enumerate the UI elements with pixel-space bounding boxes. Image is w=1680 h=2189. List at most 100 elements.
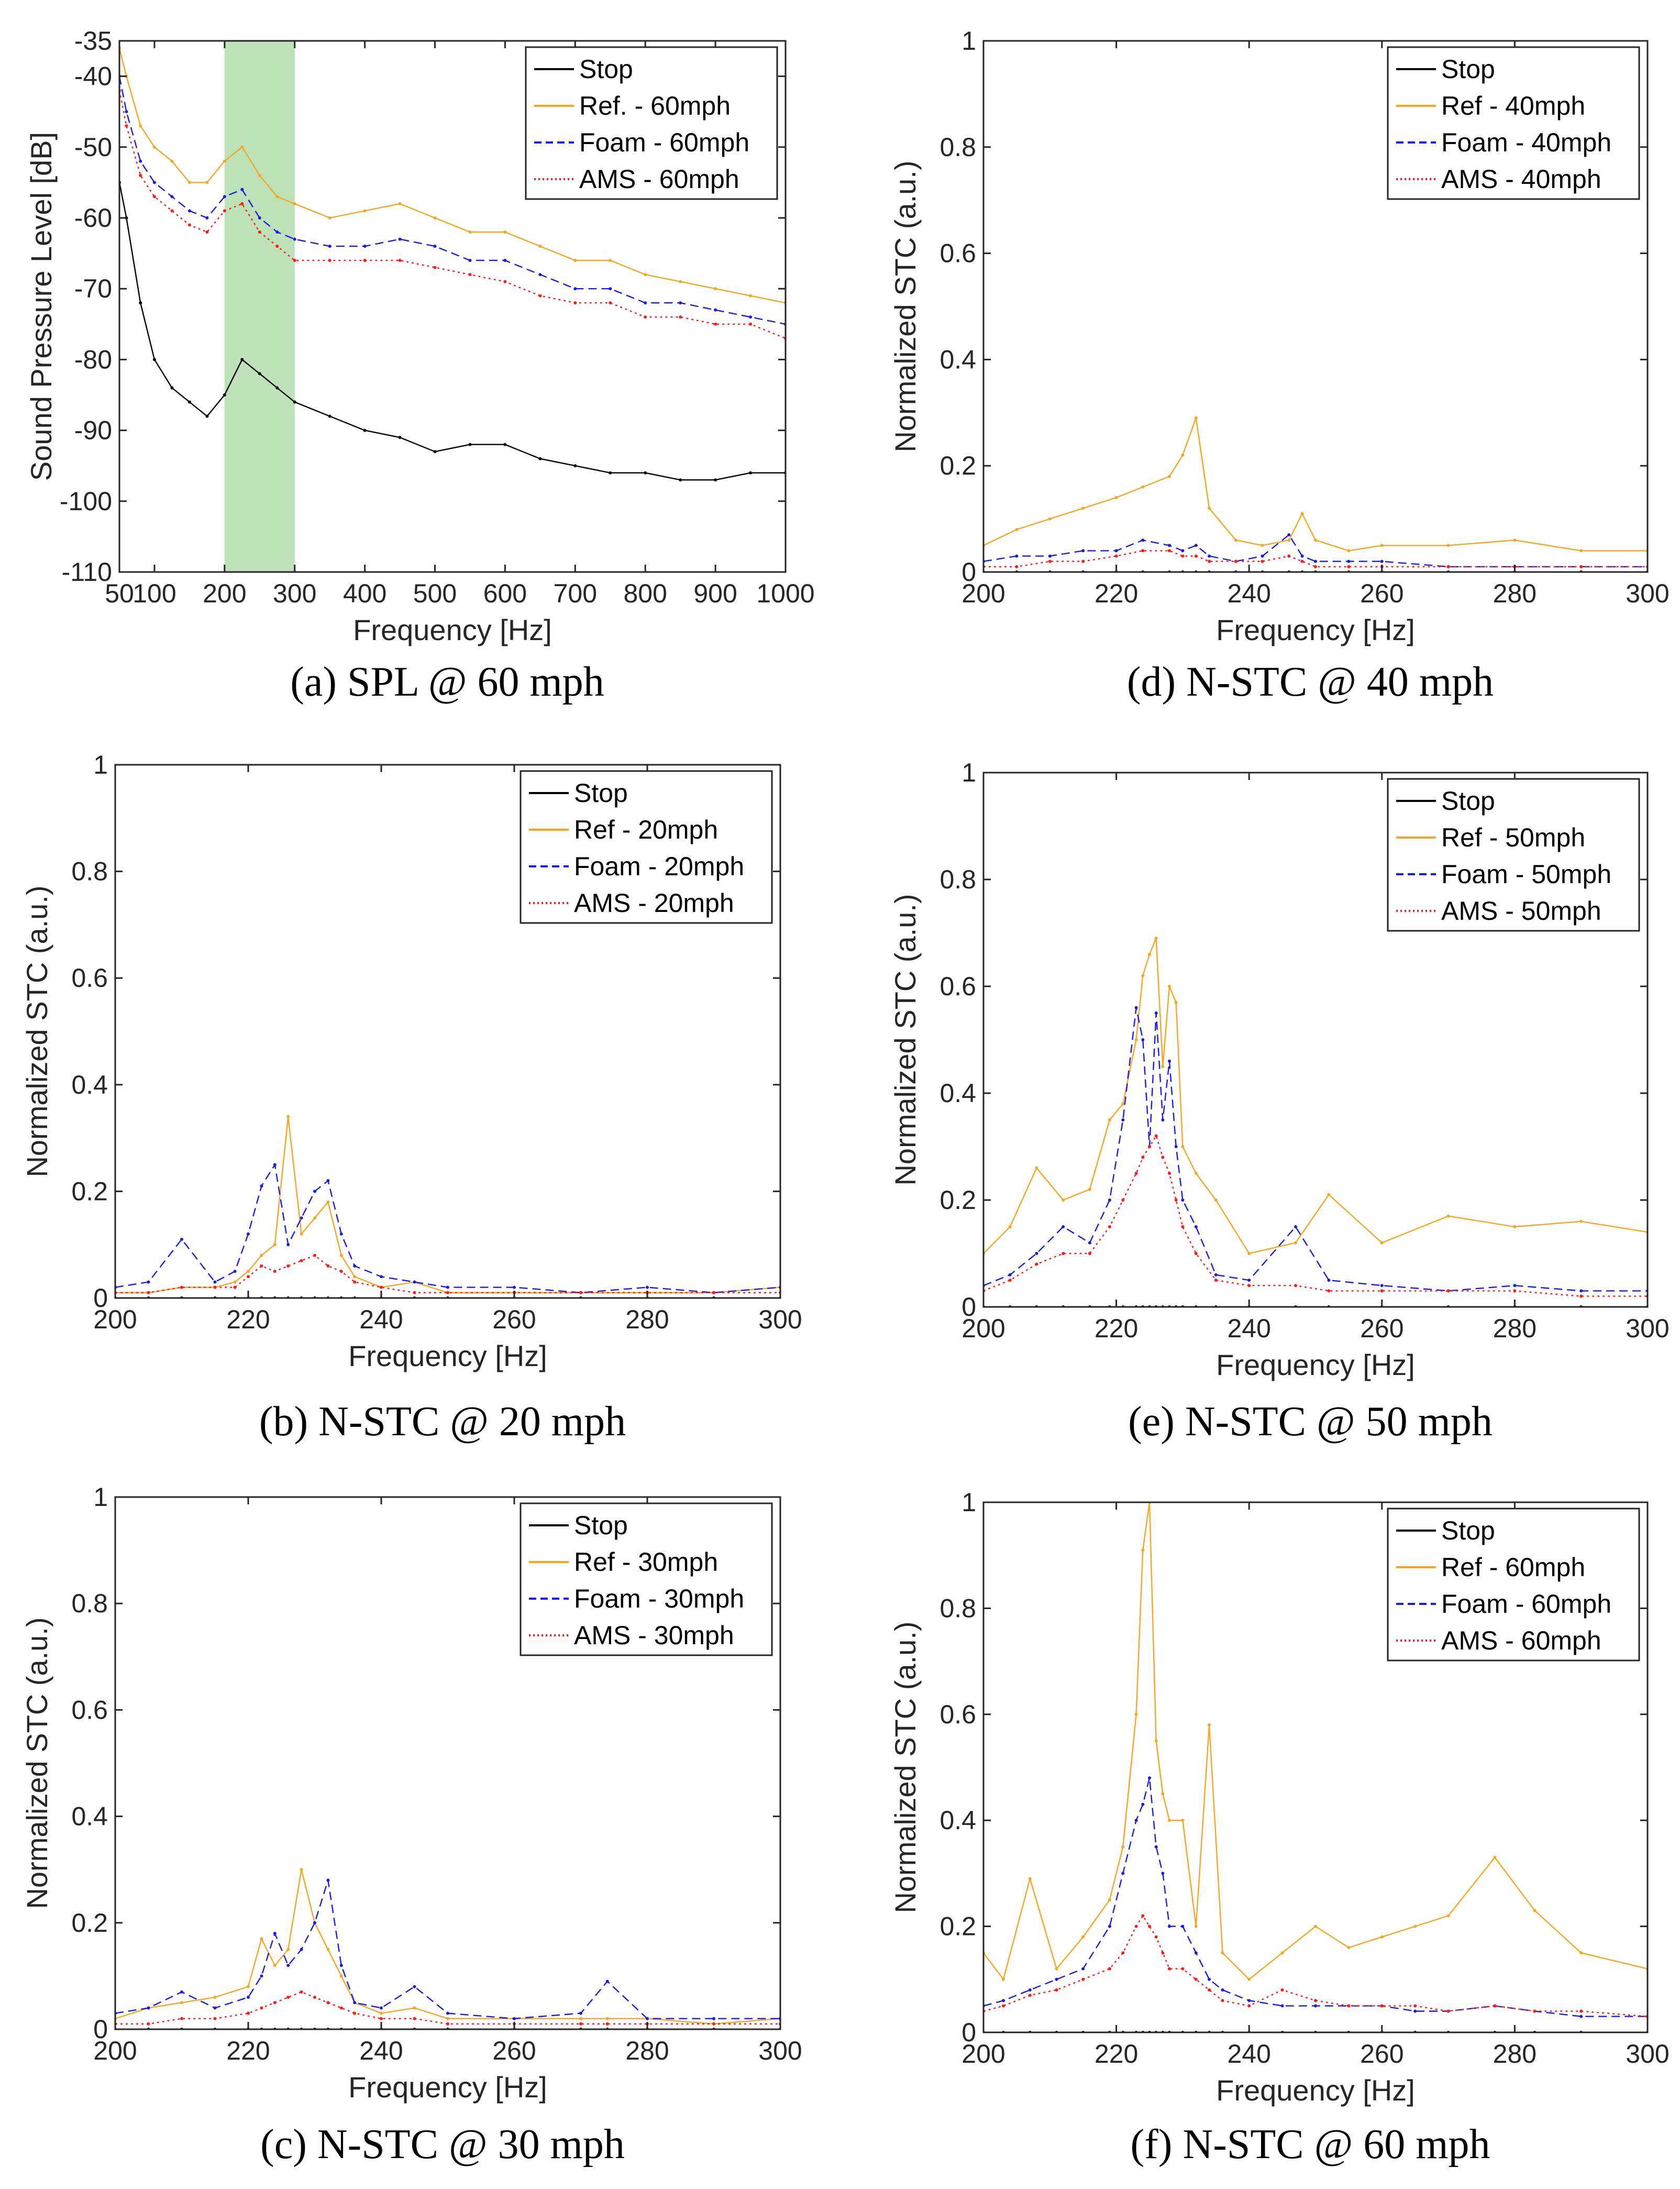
data-point-ams xyxy=(1168,549,1171,553)
data-point-foam xyxy=(1134,1006,1138,1009)
data-point-ref xyxy=(339,1974,343,1978)
data-point-stop xyxy=(293,400,296,404)
data-point-foam xyxy=(398,237,402,241)
data-point-ams xyxy=(326,2001,330,2005)
data-point-ams xyxy=(180,2017,183,2020)
y-tick-label: 0.8 xyxy=(940,133,976,162)
x-tick-label: 700 xyxy=(554,579,597,608)
data-point-ams xyxy=(1154,1134,1158,1138)
x-tick-label: 280 xyxy=(1493,579,1537,608)
series-line-ref xyxy=(983,1502,1648,1981)
data-point-foam xyxy=(1513,1284,1517,1288)
data-point-foam xyxy=(273,1932,277,1935)
data-point-foam xyxy=(433,245,437,248)
data-point-ams xyxy=(353,1280,357,1284)
data-point-foam xyxy=(300,1216,303,1220)
plot-frame xyxy=(114,1496,781,2030)
data-point-ams xyxy=(1181,554,1185,558)
data-point-foam xyxy=(1413,2009,1417,2013)
data-point-ams xyxy=(147,1291,150,1294)
data-point-foam xyxy=(233,1270,237,1273)
chart-panel-c: 200 220 240 260 280 300 0 0.2 0.4 0.6 0.8 1 Frequenc… xyxy=(20,1482,802,2168)
x-tick-label: 900 xyxy=(693,579,737,608)
data-point-foam xyxy=(1154,1845,1158,1849)
y-tick-label: 0.8 xyxy=(71,857,108,886)
data-point-ams xyxy=(180,1285,183,1289)
data-point-ams xyxy=(1194,1977,1198,1981)
data-point-ref xyxy=(187,181,191,184)
x-tick-label: 800 xyxy=(623,579,667,608)
data-point-ref xyxy=(380,2011,383,2015)
data-point-foam xyxy=(339,1964,343,1967)
data-point-ref xyxy=(1194,1172,1198,1175)
data-point-ref xyxy=(240,145,244,149)
data-point-foam xyxy=(1121,1872,1125,1875)
data-point-foam xyxy=(180,1238,183,1241)
data-point-ams xyxy=(1314,1999,1317,2003)
data-point-ams xyxy=(170,209,174,213)
data-point-ams xyxy=(1141,1156,1145,1159)
data-point-foam xyxy=(258,216,261,219)
data-point-ams xyxy=(503,280,507,283)
data-point-ams xyxy=(1300,559,1304,563)
x-axis-label: Frequency [Hz] xyxy=(348,2071,547,2104)
data-point-foam xyxy=(1214,1273,1218,1277)
x-tick-label: 400 xyxy=(343,579,386,608)
data-point-ref xyxy=(1194,416,1198,420)
data-point-stop xyxy=(714,478,717,482)
data-point-ref xyxy=(1380,544,1384,547)
y-tick-label: 0 xyxy=(93,2015,108,2044)
data-point-foam xyxy=(1108,1924,1111,1928)
data-point-ams xyxy=(1048,559,1052,563)
plot-frame xyxy=(982,1501,1649,2033)
data-point-ref xyxy=(1247,1252,1251,1255)
data-point-ref xyxy=(1121,1102,1125,1106)
data-point-foam xyxy=(446,2011,449,2015)
data-point-foam xyxy=(1208,1977,1211,1981)
data-point-foam xyxy=(1300,554,1304,558)
x-tick-label: 300 xyxy=(758,1305,802,1334)
data-point-foam xyxy=(1314,2004,1317,2008)
data-point-foam xyxy=(1380,1284,1384,1288)
data-point-ref xyxy=(1008,1225,1012,1228)
y-axis-label: Normalized STC (a.u.) xyxy=(20,1617,53,1909)
data-point-ref xyxy=(233,1280,237,1284)
data-point-foam xyxy=(139,159,142,163)
data-point-ref xyxy=(326,1200,330,1204)
data-point-foam xyxy=(1114,549,1118,553)
data-point-foam xyxy=(240,188,244,191)
data-point-stop xyxy=(363,428,367,432)
data-point-ams xyxy=(1208,559,1211,563)
x-tick-label: 300 xyxy=(1626,579,1669,608)
data-point-ref xyxy=(258,173,261,177)
data-point-foam xyxy=(380,1275,383,1279)
y-tick-label: 0 xyxy=(961,1292,976,1322)
data-point-ams xyxy=(233,1285,237,1289)
data-point-foam xyxy=(1247,1279,1251,1282)
data-point-ams xyxy=(223,209,226,213)
data-point-stop xyxy=(275,386,279,390)
data-point-ams xyxy=(353,2011,357,2015)
data-point-foam xyxy=(1194,1225,1198,1228)
x-tick-label: 240 xyxy=(359,2036,403,2065)
data-point-ams xyxy=(313,1253,316,1257)
data-point-foam xyxy=(1154,1011,1158,1015)
data-point-ams xyxy=(644,315,647,319)
data-point-ams xyxy=(1141,1914,1145,1918)
data-point-foam xyxy=(353,2001,357,2005)
x-tick-label: 260 xyxy=(492,1305,536,1334)
data-point-ref xyxy=(413,2006,416,2010)
data-point-ams xyxy=(1247,1284,1251,1288)
data-point-ams xyxy=(712,1291,715,1294)
data-point-foam xyxy=(180,1990,183,1994)
data-point-ams xyxy=(152,195,156,199)
legend-entry: AMS - 60mph xyxy=(1441,1626,1601,1655)
data-point-ref xyxy=(1062,1198,1065,1202)
data-point-ams xyxy=(749,322,753,326)
data-point-ref xyxy=(247,1270,250,1273)
legend-entry: AMS - 50mph xyxy=(1441,896,1601,926)
data-point-ref xyxy=(1002,1977,1005,1981)
data-point-ams xyxy=(1134,1172,1138,1175)
data-point-ref xyxy=(446,2017,449,2020)
x-tick-label: 240 xyxy=(1227,579,1270,608)
